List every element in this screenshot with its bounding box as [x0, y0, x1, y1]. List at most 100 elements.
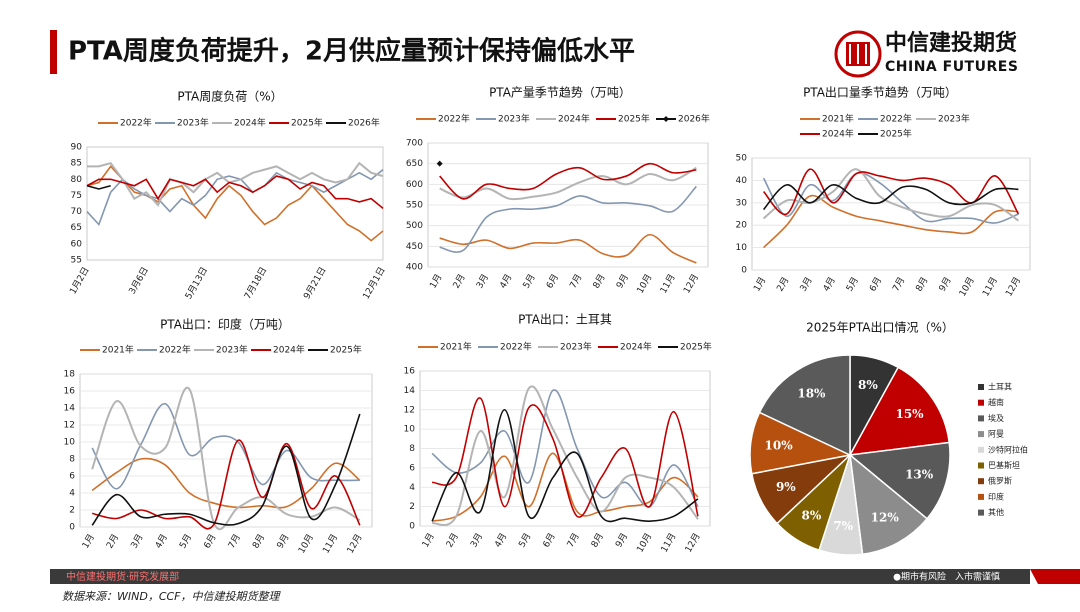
legend-label: 俄罗斯 — [988, 476, 1012, 486]
y-tick-label: 8 — [409, 444, 415, 454]
y-tick-label: 8 — [69, 455, 75, 465]
x-tick-label: 5月 — [521, 272, 538, 290]
legend-label: 2021年 — [822, 113, 854, 125]
slice-label: 15% — [895, 407, 924, 421]
x-tick-label: 12月 — [683, 531, 703, 554]
x-tick-label: 1月 — [420, 531, 437, 549]
y-tick-label: 20 — [736, 221, 748, 231]
series-line — [431, 385, 699, 527]
x-tick-label: 9月21日 — [301, 265, 328, 301]
y-tick-label: 65 — [71, 223, 82, 233]
legend-label: 埃及 — [988, 413, 1004, 423]
y-tick-label: 14 — [404, 386, 416, 396]
legend-label: 2023年 — [498, 113, 530, 125]
x-tick-label: 5月13日 — [183, 265, 210, 301]
series-line — [91, 457, 361, 509]
footer-accent — [1030, 569, 1080, 584]
x-tick-label: 3月 — [468, 531, 485, 549]
y-tick-label: 12 — [64, 421, 75, 431]
y-tick-label: 80 — [71, 175, 83, 185]
y-tick-label: 6 — [69, 472, 75, 482]
y-tick-label: 500 — [406, 221, 423, 231]
series-line — [86, 175, 384, 209]
series-line — [91, 386, 361, 531]
legend-label: 2025年 — [680, 341, 712, 353]
x-tick-label: 1月 — [751, 275, 768, 293]
y-tick-label: 18 — [64, 370, 76, 380]
legend-label: 2025年 — [618, 113, 650, 125]
legend-swatch — [978, 493, 984, 500]
footer-dept: 中信建投期货·研究发展部 — [66, 570, 179, 583]
legend-label: 2026年 — [678, 113, 710, 125]
y-tick-label: 450 — [406, 242, 423, 252]
logo — [834, 30, 882, 78]
x-tick-label: 7月 — [565, 531, 582, 549]
legend-label: 2025年 — [330, 344, 362, 356]
slice-label: 8% — [802, 508, 822, 522]
legend-label: 2024年 — [273, 344, 305, 356]
x-tick-label: 11月 — [658, 272, 678, 295]
chart-title: PTA出口：印度（万吨） — [160, 317, 290, 332]
legend-swatch — [978, 446, 984, 453]
series-line — [439, 162, 697, 200]
title-bar — [50, 30, 57, 74]
x-tick-label: 5月 — [517, 531, 534, 549]
series-line — [762, 184, 1019, 211]
x-tick-label: 8月 — [250, 532, 267, 550]
y-tick-label: 70 — [71, 207, 83, 217]
y-tick-label: 12 — [404, 405, 415, 415]
legend-label: 2023年 — [938, 113, 970, 125]
x-tick-label: 3月 — [474, 272, 491, 290]
x-tick-label: 3月 — [129, 532, 146, 550]
x-tick-label: 2月 — [451, 272, 468, 290]
y-tick-label: 4 — [409, 483, 415, 493]
x-tick-label: 10月 — [957, 275, 977, 298]
x-tick-label: 4月 — [492, 531, 509, 549]
slice-label: 8% — [858, 378, 878, 392]
x-tick-label: 1月 — [80, 532, 97, 550]
x-tick-label: 9月 — [613, 531, 630, 549]
x-tick-label: 10月 — [635, 531, 655, 554]
pie-slice — [848, 441, 951, 520]
legend-label: 2023年 — [216, 344, 248, 356]
legend-label: 2022年 — [880, 113, 912, 125]
x-tick-label: 3月6日 — [127, 265, 151, 296]
slice-label: 9% — [776, 480, 796, 494]
y-tick-label: 700 — [406, 139, 423, 149]
series-line — [87, 161, 384, 207]
legend-label: 2022年 — [500, 341, 532, 353]
legend-marker — [663, 116, 669, 122]
pie-slice — [848, 366, 951, 456]
x-tick-label: 7月 — [890, 275, 907, 293]
legend-swatch — [978, 509, 984, 516]
legend-label: 2023年 — [177, 117, 209, 129]
legend-swatch — [978, 415, 984, 422]
x-tick-label: 1月 — [428, 272, 445, 290]
y-tick-label: 40 — [736, 176, 748, 186]
x-tick-label: 5月 — [844, 275, 861, 293]
series-line — [439, 233, 697, 264]
y-tick-label: 90 — [71, 143, 83, 153]
x-tick-label: 7月 — [568, 272, 585, 290]
y-tick-label: 50 — [736, 154, 748, 164]
y-tick-label: 600 — [406, 180, 423, 190]
x-tick-label: 6月 — [867, 275, 884, 293]
y-tick-label: 650 — [406, 159, 423, 169]
slide-title: PTA周度负荷提升，2月供应量预计保持偏低水平 — [68, 36, 635, 67]
x-tick-label: 10月 — [296, 532, 316, 555]
legend-label: 土耳其 — [988, 382, 1012, 392]
x-tick-label: 1月2日 — [68, 265, 92, 296]
y-tick-label: 85 — [71, 159, 82, 169]
plot-frame — [86, 146, 384, 261]
y-tick-label: 0 — [741, 266, 747, 276]
x-tick-label: 6月 — [202, 532, 219, 550]
legend-label: 2025年 — [291, 117, 323, 129]
y-tick-label: 400 — [406, 263, 423, 273]
y-tick-label: 10 — [404, 425, 416, 435]
x-tick-label: 9月 — [614, 272, 631, 290]
x-tick-label: 11月 — [321, 532, 341, 555]
plot-frame — [751, 157, 1031, 271]
legend-label: 2022年 — [120, 117, 152, 129]
legend-label: 2024年 — [620, 341, 652, 353]
x-tick-label: 12月 — [345, 532, 365, 555]
